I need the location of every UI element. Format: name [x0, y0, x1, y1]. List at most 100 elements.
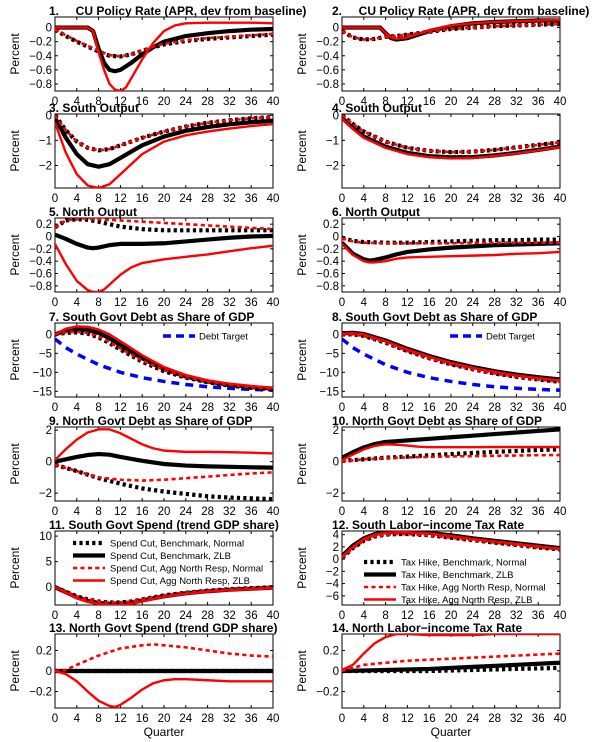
- y-tick-label: 0: [333, 457, 339, 469]
- x-tick-label: 24: [179, 193, 192, 205]
- y-tick-label: −2: [326, 488, 339, 500]
- y-axis-label: Percent: [8, 547, 22, 589]
- x-tick-label: 36: [245, 506, 258, 518]
- y-tick-label: −5: [326, 348, 339, 360]
- x-tick-label: 0: [52, 297, 58, 309]
- series-benchmark-normal: [342, 235, 560, 245]
- legend-label-2: Spend Cut, Agg North Resp, Normal: [110, 564, 263, 575]
- series-group: [55, 114, 273, 188]
- panel-5: 0 4 8 12 16 20 24 28 32 36 400.20−0.2−0.4−0.6−0.8P…: [8, 205, 279, 309]
- y-tick-label: −1: [39, 135, 52, 147]
- panel-title: 4. South Output: [332, 101, 422, 115]
- y-tick-label: 0: [333, 666, 339, 678]
- x-tick-label: 36: [532, 402, 545, 414]
- x-tick-label: 24: [466, 96, 479, 108]
- x-tick-label: 40: [554, 297, 567, 309]
- panel-11: 0 4 8 12 16 20 24 28 32 36 40 10 5 0 Percent 11. South …: [8, 518, 279, 622]
- panel-6: 0 4 8 12 16 20 24 28 32 36 400.20−0.2−0.4−0.6−0.8P…: [295, 205, 566, 309]
- x-tick-label: 20: [158, 402, 171, 414]
- y-tick-label: −0.8: [29, 79, 52, 91]
- x-tick-label: 24: [466, 297, 479, 309]
- x-tick-label: 36: [245, 713, 258, 725]
- panel-2: 0 4 8 12 16 20 24 28 32 36 40 0 −0.2 −0.4 −0.6 −0.8 Perc…: [295, 4, 589, 108]
- y-axis-label: Percent: [295, 547, 309, 589]
- x-tick-label: 28: [201, 297, 214, 309]
- series-agg-north-zlb: [342, 332, 560, 382]
- y-tick-label: −0.2: [29, 37, 52, 49]
- x-tick-label: 16: [423, 297, 436, 309]
- x-tick-label: 0: [339, 297, 345, 309]
- series-benchmark-zlb: [55, 116, 273, 169]
- x-tick-label: 36: [245, 297, 258, 309]
- y-tick-label: 0: [333, 232, 339, 244]
- x-tick-label: 40: [267, 713, 280, 725]
- x-axis-label: Quarter: [431, 725, 472, 739]
- series-agg-north-zlb: [342, 118, 560, 160]
- series-agg-north-normal: [55, 218, 273, 231]
- y-axis-label: Percent: [295, 443, 309, 485]
- series-agg-north-zlb: [342, 634, 560, 672]
- x-tick-label: 32: [223, 297, 236, 309]
- x-tick-label: 28: [201, 610, 214, 622]
- series-agg-north-normal: [55, 114, 273, 152]
- y-tick-label: 2: [333, 425, 339, 437]
- x-tick-label: 40: [554, 96, 567, 108]
- y-tick-label: −0.2: [29, 687, 52, 699]
- x-tick-label: 24: [466, 402, 479, 414]
- y-tick-label: −0.6: [316, 65, 339, 77]
- legend-label-0: Spend Cut, Benchmark, Normal: [110, 539, 244, 550]
- y-tick-label: −6: [326, 591, 339, 603]
- x-tick-label: 28: [488, 297, 501, 309]
- x-tick-label: 40: [554, 713, 567, 725]
- x-tick-label: 20: [445, 506, 458, 518]
- x-tick-label: 24: [179, 610, 192, 622]
- x-tick-label: 28: [201, 402, 214, 414]
- x-tick-label: 4: [74, 96, 81, 108]
- panel-4: 0 4 8 12 16 20 24 28 32 36 40 0 −1 −2 Percent 4. South …: [295, 101, 566, 205]
- y-tick-label: −0.2: [29, 244, 52, 256]
- x-tick-label: 36: [532, 96, 545, 108]
- x-tick-label: 40: [554, 506, 567, 518]
- x-tick-label: 4: [361, 96, 368, 108]
- x-tick-label: 0: [52, 193, 58, 205]
- legend-label-2: Tax Hike, Agg North Resp, Normal: [401, 583, 546, 594]
- y-tick-label: −2: [39, 488, 52, 500]
- x-tick-label: 40: [267, 96, 280, 108]
- x-tick-label: 4: [74, 610, 81, 622]
- y-tick-label: 0: [46, 23, 52, 35]
- legend-label-debt-target: Debt Target: [486, 332, 535, 343]
- legend-label-0: Tax Hike, Benchmark, Normal: [401, 558, 527, 569]
- y-tick-label: 0: [46, 666, 52, 678]
- x-tick-label: 24: [179, 713, 192, 725]
- panel-title: 3. South Output: [49, 101, 139, 115]
- y-tick-label: 0: [333, 23, 339, 35]
- x-tick-label: 12: [114, 96, 127, 108]
- legend-label-1: Tax Hike, Benchmark, ZLB: [401, 570, 513, 581]
- x-tick-label: 16: [136, 610, 149, 622]
- y-axis-label: Percent: [8, 234, 22, 276]
- y-tick-label: −0.8: [316, 281, 339, 293]
- x-tick-label: 4: [74, 713, 81, 725]
- panel-title: 11. South Govt Spend (trend GDP share): [49, 518, 279, 532]
- y-tick-label: 0: [46, 110, 52, 122]
- y-axis-label: Percent: [295, 234, 309, 276]
- x-tick-label: 12: [401, 610, 414, 622]
- x-tick-label: 4: [74, 402, 81, 414]
- x-tick-label: 32: [510, 506, 523, 518]
- series-group: [342, 18, 560, 42]
- x-tick-label: 24: [179, 297, 192, 309]
- x-tick-label: 8: [382, 713, 388, 725]
- x-tick-label: 4: [361, 506, 368, 518]
- y-tick-label: −0.4: [29, 51, 52, 63]
- series-benchmark-zlb: [342, 660, 560, 674]
- x-tick-label: 12: [114, 193, 127, 205]
- x-tick-label: 16: [136, 402, 149, 414]
- x-tick-label: 12: [114, 402, 127, 414]
- series-benchmark-zlb: [55, 232, 273, 251]
- series-agg-north-zlb: [342, 443, 560, 462]
- series-group: [342, 634, 560, 674]
- y-tick-label: −15: [32, 386, 52, 398]
